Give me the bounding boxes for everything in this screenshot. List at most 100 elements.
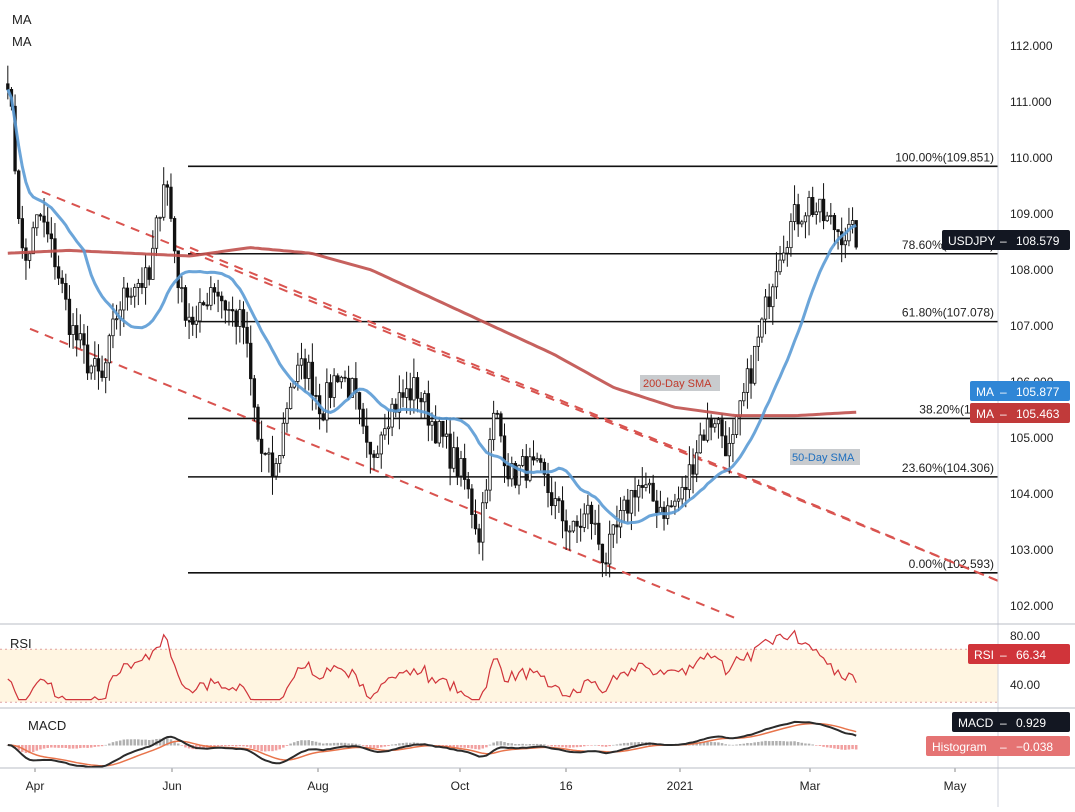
- candle-body: [644, 484, 648, 488]
- candle-body: [35, 214, 39, 229]
- macd-histogram-bar: [713, 742, 717, 746]
- candle-body: [499, 413, 503, 437]
- price-tick-label: 107.000: [1010, 319, 1054, 333]
- candle-body: [125, 287, 130, 298]
- candle-body: [357, 392, 362, 410]
- macd-histogram-bar: [477, 745, 481, 750]
- macd-histogram-bar: [546, 745, 550, 746]
- macd-histogram-bar: [695, 742, 698, 746]
- candle-body: [437, 421, 441, 444]
- candle-body: [78, 333, 82, 341]
- macd-histogram-bar: [184, 745, 187, 748]
- candle-body: [274, 463, 278, 477]
- candle-body: [803, 215, 808, 223]
- sma50-line: [6, 88, 857, 525]
- price-axis: 102.000103.000104.000105.000106.000107.0…: [1010, 39, 1054, 613]
- macd-histogram-bar: [365, 745, 369, 747]
- candle-body: [56, 266, 61, 279]
- macd-histogram-bar: [369, 745, 372, 748]
- macd-histogram-bar: [144, 739, 147, 746]
- macd-histogram-bar: [79, 745, 82, 749]
- candle-body: [818, 198, 822, 213]
- macd-histogram-bar: [231, 745, 234, 747]
- candle-body: [854, 220, 858, 248]
- candle-body: [618, 510, 623, 528]
- candle-body: [466, 479, 470, 490]
- channel-line: [41, 190, 999, 582]
- rsi-pane: [0, 629, 998, 703]
- ma200-tag-label: MA: [976, 407, 994, 421]
- macd-histogram-bar: [137, 739, 140, 746]
- macd-histogram-bar: [746, 742, 749, 746]
- candle-body: [212, 287, 217, 293]
- candle-body: [716, 419, 721, 425]
- macd-histogram-bar: [86, 745, 89, 748]
- candle-body: [546, 473, 550, 493]
- macd-histogram-bar: [626, 742, 630, 746]
- macd-histogram-bar: [604, 745, 608, 747]
- macd-histogram-bar: [311, 741, 314, 746]
- candle-body: [702, 434, 706, 441]
- macd-histogram-bar: [372, 745, 376, 748]
- candle-body: [680, 486, 684, 500]
- candle-body: [528, 456, 532, 481]
- candle-body: [296, 364, 300, 382]
- rsi-line: [7, 629, 857, 701]
- candle-body: [67, 298, 72, 335]
- candle-body: [607, 533, 612, 565]
- price-tick-label: 112.000: [1010, 39, 1053, 53]
- macd-histogram-bar: [532, 743, 535, 746]
- price-tag-value: 108.579: [1016, 234, 1060, 248]
- macd-histogram-bar: [173, 741, 176, 746]
- candle-body: [589, 504, 594, 525]
- candle-body: [53, 238, 57, 268]
- price-tag-symbol: USDJPY: [948, 234, 995, 248]
- macd-histogram-bar: [485, 745, 488, 748]
- macd-histogram-bar: [133, 739, 136, 746]
- candle-body: [782, 252, 786, 261]
- candle-body: [259, 438, 264, 454]
- candle-body: [676, 498, 681, 502]
- candle-body: [774, 271, 779, 288]
- macd-histogram-bar: [782, 741, 785, 746]
- candle-body: [673, 500, 677, 507]
- candle-body: [709, 418, 713, 428]
- candle-body: [611, 524, 615, 535]
- candle-body: [506, 465, 510, 480]
- histogram-tag-bg: [926, 736, 1070, 756]
- candle-body: [825, 215, 829, 222]
- macd-histogram-bar: [764, 740, 767, 746]
- macd-histogram-bar: [807, 743, 811, 746]
- candle-body: [372, 453, 376, 458]
- candle-body: [836, 229, 840, 233]
- candle-body: [459, 458, 463, 477]
- macd-histogram-bar: [180, 745, 184, 746]
- macd-histogram-bar: [224, 745, 227, 747]
- candle-body: [328, 382, 333, 398]
- macd-histogram-bar: [111, 742, 115, 746]
- candle-body: [524, 456, 528, 481]
- candle-body: [140, 283, 144, 288]
- candle-body: [172, 218, 177, 252]
- candle-body: [303, 358, 307, 379]
- macd-histogram-bar: [93, 745, 97, 747]
- macd-histogram-bar: [249, 745, 252, 748]
- macd-histogram-bar: [60, 745, 64, 748]
- candle-body: [75, 325, 79, 341]
- macd-histogram-bar: [234, 745, 238, 747]
- macd-histogram-bar: [166, 738, 169, 746]
- candle-body: [263, 452, 267, 455]
- candle-body: [452, 447, 456, 469]
- macd-histogram-bar: [227, 745, 231, 747]
- macd-histogram-bar: [307, 740, 311, 746]
- legend-ma-1: MA: [12, 12, 32, 27]
- macd-histogram-bar: [97, 745, 100, 747]
- candle-body: [615, 524, 619, 528]
- macd-histogram-bar: [202, 745, 205, 749]
- time-tick-label: Jun: [162, 779, 181, 793]
- macd-histogram-bar: [296, 741, 300, 746]
- candle-body: [778, 259, 782, 273]
- macd-histogram-bar: [267, 745, 271, 752]
- candle-body: [368, 441, 373, 455]
